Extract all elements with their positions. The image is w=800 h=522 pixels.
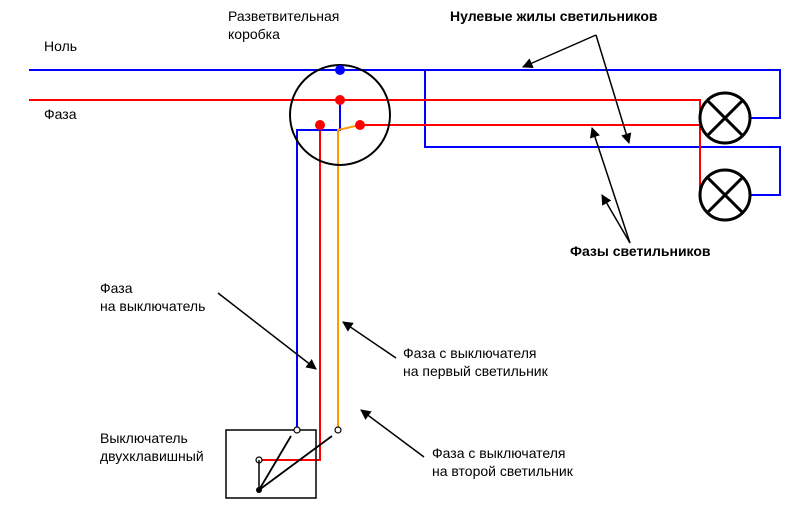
label-phase-to-switch: Фазана выключатель [100,280,205,315]
callout-arrow-5 [592,128,630,243]
wire-sw_return2 [338,125,360,430]
label-lamp-phases: Фазы светильников [570,243,711,261]
label-phase-sw-lamp1: Фаза с выключателяна первый светильник [403,345,548,380]
label-null-in: Ноль [44,38,77,56]
two-gang-switch [226,427,341,498]
wire-phase_down_to_switch [259,125,320,460]
label-phase-in: Фаза [44,106,76,124]
lamp-1 [700,93,750,143]
callout-arrow-2 [361,410,424,457]
label-junction-box: Разветвительнаякоробка [228,8,339,43]
wire-phase_to_lamp2 [360,125,700,195]
wire-phase_to_lamp1 [340,100,700,118]
junction-node-2 [315,120,325,130]
label-lamp-nulls: Нулевые жилы светильников [450,8,658,26]
label-phase-sw-lamp2: Фаза с выключателяна второй светильник [432,445,573,480]
callout-arrow-4 [596,35,629,143]
junction-node-1 [335,95,345,105]
junction-node-3 [355,120,365,130]
callout-arrow-3 [523,35,596,67]
callout-arrow-1 [343,322,396,358]
junction-node-0 [335,65,345,75]
lamp-2 [700,170,750,220]
label-switch-name: Выключательдвухклавишный [100,430,204,465]
callout-arrow-0 [218,293,316,369]
